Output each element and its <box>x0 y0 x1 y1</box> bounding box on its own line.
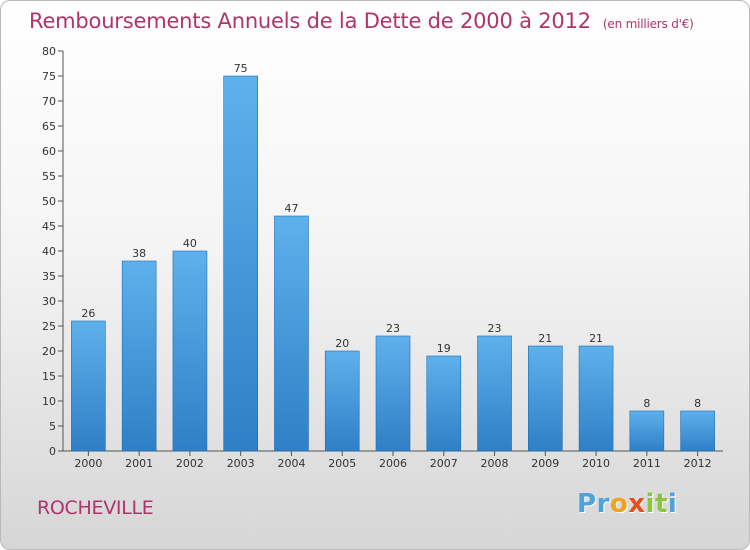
x-tick-label: 2005 <box>328 457 356 470</box>
bar-2006[interactable] <box>375 335 411 452</box>
y-tick-label: 65 <box>42 120 56 133</box>
logo-letter: i <box>667 489 678 519</box>
bar-2012[interactable] <box>680 410 715 452</box>
logo-letter: r <box>596 489 610 519</box>
data-label-2010: 21 <box>589 332 603 345</box>
data-label-2009: 21 <box>538 332 552 345</box>
x-tick-label: 2008 <box>481 457 509 470</box>
y-tick-label: 55 <box>42 170 56 183</box>
data-label-2012: 8 <box>694 397 701 410</box>
x-tick-label: 2001 <box>125 457 153 470</box>
bar-2008[interactable] <box>477 335 512 452</box>
x-tick-label: 2010 <box>582 457 610 470</box>
chart-title-text: Remboursements Annuels de la Dette de 20… <box>29 9 591 33</box>
y-tick-label: 60 <box>42 145 56 158</box>
data-label-2011: 8 <box>643 397 650 410</box>
x-tick-label: 2009 <box>531 457 559 470</box>
y-tick-label: 45 <box>42 220 56 233</box>
bar-2004[interactable] <box>274 215 309 452</box>
y-tick-label: 80 <box>42 45 56 58</box>
proxiti-logo[interactable]: Proxiti <box>577 489 677 519</box>
city-name: ROCHEVILLE <box>37 497 154 519</box>
logo-letter: i <box>645 489 655 519</box>
x-tick-label: 2004 <box>277 457 305 470</box>
logo-letter: x <box>628 489 646 519</box>
y-tick-label: 35 <box>42 270 56 283</box>
bar-2007[interactable] <box>426 355 462 452</box>
x-tick-label: 2002 <box>176 457 204 470</box>
data-label-2004: 47 <box>284 202 298 215</box>
x-tick-label: 2006 <box>379 457 407 470</box>
x-tick-label: 2003 <box>227 457 255 470</box>
bar-2002[interactable] <box>172 250 208 452</box>
y-tick-label: 70 <box>42 95 56 108</box>
data-label-2001: 38 <box>132 247 146 260</box>
data-label-2005: 20 <box>335 337 349 350</box>
data-label-2000: 26 <box>81 307 95 320</box>
y-tick-label: 40 <box>42 245 56 258</box>
bar-2010[interactable] <box>578 345 614 452</box>
y-tick-label: 50 <box>42 195 56 208</box>
x-tick-label: 2000 <box>74 457 102 470</box>
data-label-2008: 23 <box>488 322 502 335</box>
bar-2003[interactable] <box>223 75 258 452</box>
chart-title: Remboursements Annuels de la Dette de 20… <box>29 9 694 33</box>
logo-letter: t <box>654 489 668 519</box>
bar-2005[interactable] <box>324 350 360 452</box>
bar-2001[interactable] <box>121 260 157 452</box>
x-tick-label: 2012 <box>684 457 712 470</box>
y-tick-label: 0 <box>49 445 56 458</box>
data-label-2003: 75 <box>234 62 248 75</box>
y-tick-label: 30 <box>42 295 56 308</box>
x-axis: 2000 2001 2002 2003 2004 2005 2006 2007 2008 2009… <box>63 450 723 470</box>
bar-2009[interactable] <box>528 345 563 452</box>
y-tick-label: 75 <box>42 70 56 83</box>
y-tick-label: 25 <box>42 320 56 333</box>
chart-unit: (en milliers d'€) <box>602 17 694 31</box>
bar-2000[interactable] <box>71 320 106 452</box>
logo-letter: P <box>577 489 597 519</box>
x-tick-label: 2007 <box>430 457 458 470</box>
bar-2011[interactable] <box>629 410 665 452</box>
y-tick-label: 20 <box>42 345 56 358</box>
bars: 26 38 40 75 47 20 23 19 23 21 21 8 8 <box>71 62 715 452</box>
x-tick-label: 2011 <box>633 457 661 470</box>
y-axis: 0 5 10 15 20 25 30 35 40 45 50 55 60 65 70 75 80 <box>42 45 64 458</box>
data-label-2007: 19 <box>437 342 451 355</box>
data-label-2002: 40 <box>183 237 197 250</box>
y-tick-label: 5 <box>49 420 56 433</box>
data-label-2006: 23 <box>386 322 400 335</box>
y-tick-label: 15 <box>42 370 56 383</box>
y-tick-label: 10 <box>42 395 56 408</box>
logo-letter: o <box>609 489 629 519</box>
